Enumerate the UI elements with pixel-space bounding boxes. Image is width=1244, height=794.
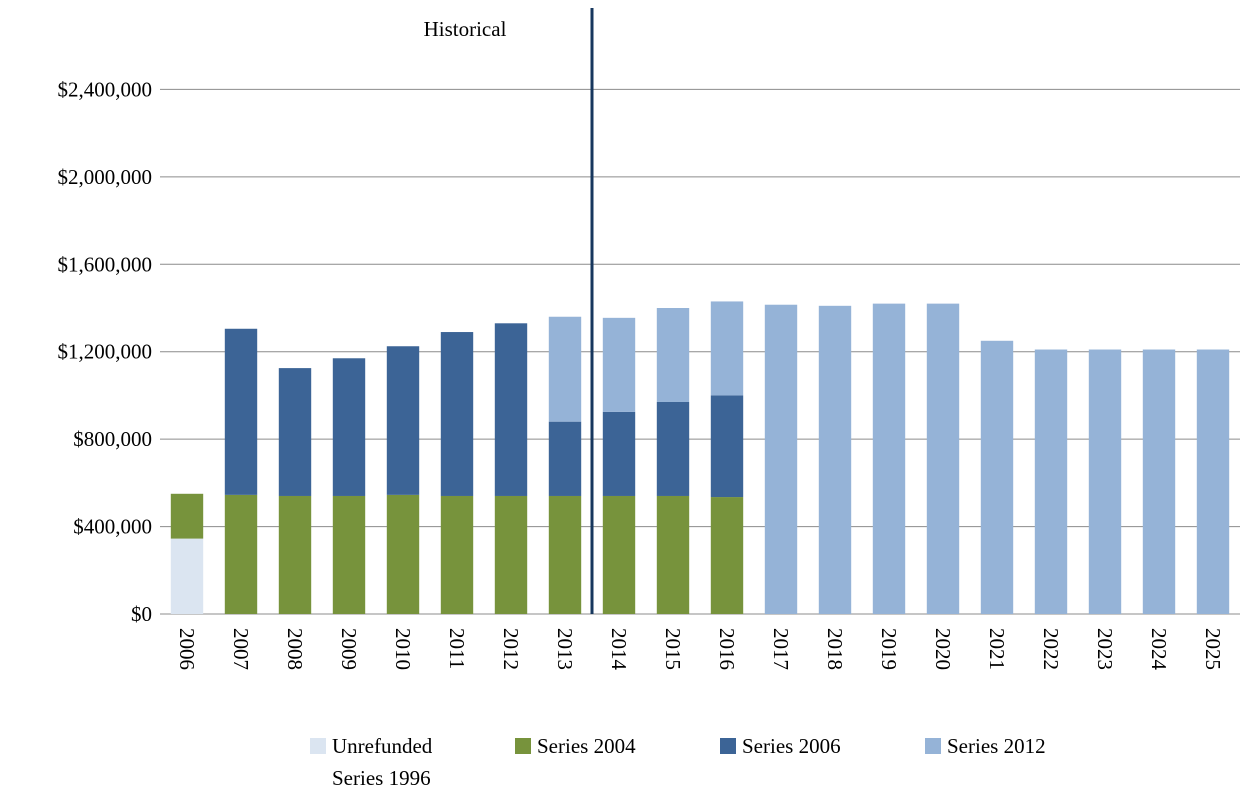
legend-label: Series 2012 (947, 734, 1046, 758)
x-tick-label: 2006 (175, 628, 199, 670)
bar-segment (980, 340, 1014, 614)
bar-segment (494, 495, 528, 614)
legend-swatch (925, 738, 941, 754)
bar-segment (224, 494, 258, 614)
bar-segment (602, 411, 636, 496)
bar-segment (872, 303, 906, 614)
bar-segment (386, 494, 420, 614)
x-tick-label: 2012 (499, 628, 523, 670)
legend-swatch (515, 738, 531, 754)
x-tick-label: 2015 (661, 628, 685, 670)
bar-segment (170, 493, 204, 539)
annotation: Historical (424, 17, 507, 41)
bar-segment (656, 308, 690, 402)
legend-item: Series 2006 (720, 730, 925, 794)
bar-segment (710, 497, 744, 614)
legend-label: Unrefunded Series 1996 (332, 734, 433, 790)
x-tick-label: 2011 (445, 628, 469, 669)
y-tick-label: $0 (131, 602, 152, 626)
y-tick-label: $1,600,000 (58, 252, 153, 276)
bar-segment (602, 317, 636, 412)
bar-segment (818, 305, 852, 614)
bar-segment (926, 303, 960, 614)
x-tick-label: 2010 (391, 628, 415, 670)
bar-segment (278, 495, 312, 614)
bar-segment (224, 328, 258, 495)
x-tick-label: 2023 (1093, 628, 1117, 670)
legend-item: Unrefunded Series 1996 (310, 730, 515, 794)
bar-segment (656, 495, 690, 614)
y-tick-label: $1,200,000 (58, 340, 153, 364)
bar-segment (386, 346, 420, 495)
bar-segment (332, 495, 366, 614)
bar-segment (278, 368, 312, 496)
x-tick-label: 2021 (985, 628, 1009, 670)
y-tick-label: $800,000 (73, 427, 152, 451)
y-tick-label: $2,000,000 (58, 165, 153, 189)
x-tick-label: 2020 (931, 628, 955, 670)
bar-segment (440, 495, 474, 614)
bar-segment (1142, 349, 1176, 614)
legend-swatch (720, 738, 736, 754)
bar-segment (548, 421, 582, 496)
bar-segment (548, 495, 582, 614)
bar-segment (332, 358, 366, 496)
y-tick-label: $400,000 (73, 515, 152, 539)
y-tick-label: $2,400,000 (58, 77, 153, 101)
legend-swatch (310, 738, 326, 754)
x-tick-label: 2025 (1201, 628, 1225, 670)
x-tick-label: 2009 (337, 628, 361, 670)
bar-segment (494, 323, 528, 496)
bar-segment (440, 332, 474, 496)
x-tick-label: 2016 (715, 628, 739, 670)
bar-segment (1034, 349, 1068, 614)
x-tick-label: 2013 (553, 628, 577, 670)
legend-item: Series 2012 (925, 730, 1130, 794)
legend-label: Series 2004 (537, 734, 636, 758)
x-tick-label: 2018 (823, 628, 847, 670)
bar-segment (1088, 349, 1122, 614)
bar-segment (656, 401, 690, 496)
legend-item: Series 2004 (515, 730, 720, 794)
legend-label: Series 2006 (742, 734, 841, 758)
bar-segment (764, 304, 798, 614)
bar-segment (710, 301, 744, 396)
x-tick-label: 2024 (1147, 628, 1171, 671)
legend: Unrefunded Series 1996 Series 2004 Series … (310, 730, 1130, 794)
x-tick-label: 2008 (283, 628, 307, 670)
x-tick-label: 2017 (769, 628, 793, 670)
bar-segment (602, 495, 636, 614)
x-tick-label: 2014 (607, 628, 631, 671)
bar-segment (548, 316, 582, 422)
bar-segment (170, 538, 204, 614)
x-tick-label: 2019 (877, 628, 901, 670)
x-tick-label: 2022 (1039, 628, 1063, 670)
bar-segment (710, 395, 744, 498)
x-tick-label: 2007 (229, 628, 253, 670)
bar-segment (1196, 349, 1230, 614)
